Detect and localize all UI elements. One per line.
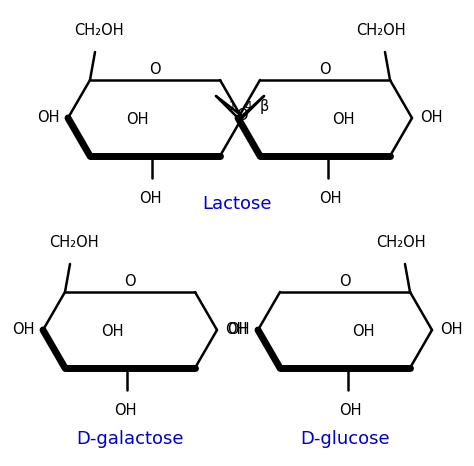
Text: β: β [260,98,269,114]
Text: O: O [149,62,161,77]
Text: CH₂OH: CH₂OH [49,235,99,250]
Text: OH: OH [126,112,148,128]
Text: OH: OH [228,322,250,337]
Text: CH₂OH: CH₂OH [74,23,124,38]
Text: OH: OH [225,322,247,337]
Text: OH: OH [319,191,341,206]
Text: OH: OH [37,110,60,125]
Text: OH: OH [332,112,354,128]
Text: O: O [319,62,331,77]
Text: D-glucose: D-glucose [300,430,390,448]
Text: OH: OH [440,322,463,337]
Text: Lactose: Lactose [202,195,272,213]
Text: 1: 1 [228,100,236,112]
Text: O: O [236,109,248,123]
Text: OH: OH [101,324,123,340]
Text: OH: OH [12,322,35,337]
Text: OH: OH [139,191,161,206]
Text: 4: 4 [244,100,252,112]
Text: O: O [124,274,136,289]
Text: CH₂OH: CH₂OH [356,23,406,38]
Text: CH₂OH: CH₂OH [376,235,426,250]
Text: OH: OH [352,324,374,340]
Text: OH: OH [339,403,361,418]
Text: OH: OH [420,110,443,125]
Text: O: O [339,274,351,289]
Text: OH: OH [114,403,136,418]
Text: D-galactose: D-galactose [76,430,184,448]
